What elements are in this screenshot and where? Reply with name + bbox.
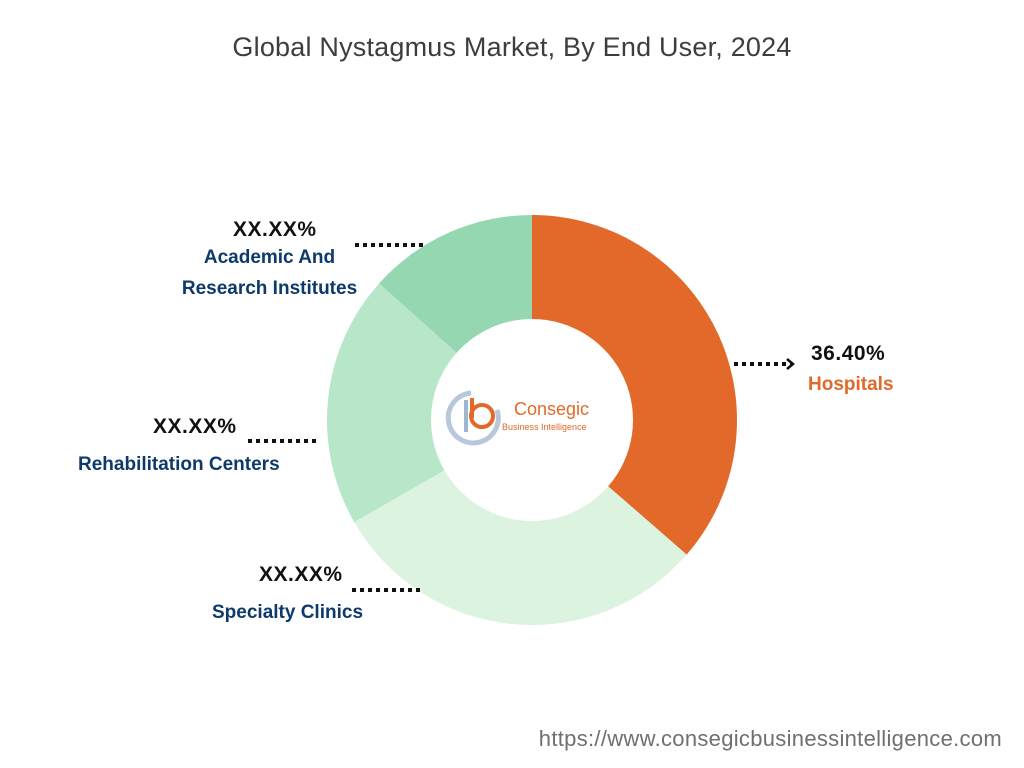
logo-name: Consegic bbox=[514, 399, 589, 419]
label-category-hospitals: Hospitals bbox=[808, 374, 894, 395]
label-value-specialty: XX.XX% bbox=[259, 563, 343, 586]
slice-specialty-clinics bbox=[354, 470, 687, 625]
label-category-rehabilitation: Rehabilitation Centers bbox=[78, 454, 280, 475]
label-category-specialty: Specialty Clinics bbox=[212, 602, 364, 623]
label-category-academic: Academic And Research Institutes bbox=[181, 247, 358, 299]
label-value-academic: XX.XX% bbox=[233, 218, 317, 241]
label-value-hospitals: 36.40% bbox=[811, 342, 886, 365]
slice-academic-research bbox=[379, 215, 532, 353]
slice-hospitals bbox=[532, 215, 737, 555]
consegic-logo-icon bbox=[445, 390, 501, 446]
logo-tagline: Business Intelligence bbox=[502, 422, 587, 432]
label-value-rehabilitation: XX.XX% bbox=[153, 415, 237, 438]
slice-rehabilitation-centers bbox=[327, 283, 457, 523]
chart-title: Global Nystagmus Market, By End User, 20… bbox=[232, 32, 792, 62]
source-url: https://www.consegicbusinessintelligence… bbox=[538, 726, 1002, 751]
consegic-logo: Consegic Business Intelligence bbox=[445, 390, 589, 446]
